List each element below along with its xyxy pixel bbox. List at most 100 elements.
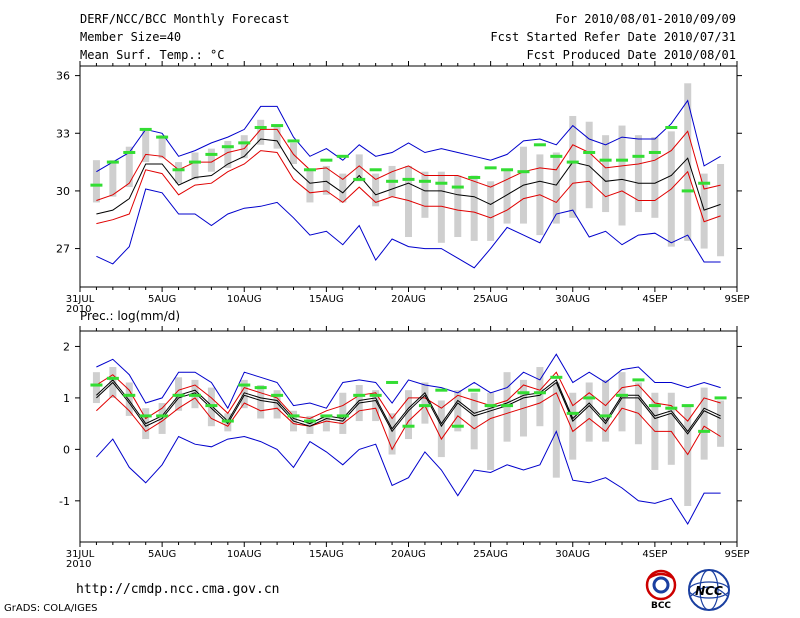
observation-mark [90,383,103,387]
observation-mark [599,158,612,162]
temperature-panel: 27 30 33 36 31JUL 5AUG 10AUG 15AUG 20AUG 25AUG 30A… [56,61,750,315]
observation-mark [517,391,530,395]
x-tick-label: 31JUL [66,294,95,305]
ensemble-box [684,83,692,241]
observation-mark [550,154,563,158]
footer-url[interactable]: http://cmdp.ncc.cma.gov.cn [76,582,280,597]
x-tick-label: 9SEP [724,294,749,305]
x-tick-label: 25AUG [473,549,508,560]
observation-mark [172,168,185,172]
observation-mark [353,393,366,397]
upper-line [96,353,721,410]
ensemble-box [454,175,462,238]
observation-mark [156,135,169,139]
ensemble-box [306,169,314,203]
started-date: Fcst Started Refer Date 2010/07/31 [490,30,736,44]
ensemble-box [322,415,330,432]
observation-mark [320,414,333,418]
observation-mark [468,175,481,179]
x-tick-label: 5AUG [148,294,176,305]
ensemble-box [421,382,429,424]
ensemble-box [240,379,248,409]
observation-mark [484,404,497,408]
observation-mark [616,393,629,397]
observation-mark [386,380,399,384]
ensemble-box [109,160,117,197]
x-tick-label: 10AUG [227,549,262,560]
ensemble-box [388,413,396,455]
ensemble-box [372,173,380,207]
observation-mark [271,393,284,397]
observation-mark [632,378,645,382]
observation-mark [402,424,415,428]
ensemble-box [552,152,560,224]
observation-mark [106,376,119,380]
mean-minus-line [96,392,721,456]
ensemble-box [240,135,248,159]
x-tick-label: 9SEP [724,549,749,560]
member-size: Member Size=40 [80,30,182,44]
observation-mark [566,160,579,164]
observation-mark [139,127,152,131]
observation-mark [484,166,497,170]
mean-center-line [96,381,721,435]
ensemble-box [191,152,199,180]
observation-mark [648,150,661,154]
header-title: DERF/NCC/BCC Monthly Forecast [80,12,290,26]
observation-mark [616,158,629,162]
ensemble-box [290,142,298,165]
observation-mark [369,168,382,172]
ensemble-box [470,392,478,450]
observation-mark [188,160,201,164]
y-tick-label: 1 [63,392,70,405]
ncc-logo-icon: NCC [688,569,730,611]
observation-mark [533,391,546,395]
x-tick-label: 4SEP [642,294,667,305]
y-tick-label: 33 [56,127,70,140]
observation-mark [238,141,251,145]
temp-label: Mean Surf. Temp.: °C [80,48,225,62]
produced-date: Fcst Produced Date 2010/08/01 [526,48,736,62]
ncc-logo-text: NCC [695,584,723,598]
observation-mark [386,179,399,183]
y-tick-label: 27 [56,243,70,256]
ensemble-box [372,390,380,422]
y-tick-label: 2 [63,340,70,353]
x-tick-label: 31JUL [66,549,95,560]
ensemble-box [454,390,462,432]
observation-mark [451,424,464,428]
observation-mark [90,183,103,187]
ensemble-box [569,115,577,218]
observation-mark [205,404,218,408]
ensemble-box [125,146,133,188]
observation-mark [665,125,678,129]
ensemble-box [207,148,215,172]
observation-mark [369,393,382,397]
ensemble-box [257,385,265,419]
observation-mark [205,152,218,156]
observation-mark [599,414,612,418]
ensemble-box [684,405,692,506]
observation-mark [501,168,514,172]
ensemble-box [437,171,445,243]
y-tick-label: -1 [59,495,70,508]
ensemble-box [421,171,429,218]
ensemble-box [92,372,100,404]
observation-mark [698,181,711,185]
observation-mark [435,181,448,185]
precip-label: Prec.: log(mm/d) [80,309,180,323]
ensemble-box [536,367,544,427]
observation-mark [271,124,284,128]
observation-mark [106,160,119,164]
observation-mark [418,179,431,183]
x-tick-label: 10AUG [227,294,262,305]
ensemble-box [175,162,183,184]
observation-mark [123,393,136,397]
x-tick-label: 4SEP [642,549,667,560]
bcc-logo-icon: BCC [645,569,677,610]
observation-mark [254,125,267,129]
observation-mark [287,414,300,418]
x-tick-label: 30AUG [555,294,590,305]
observation-mark [435,388,448,392]
